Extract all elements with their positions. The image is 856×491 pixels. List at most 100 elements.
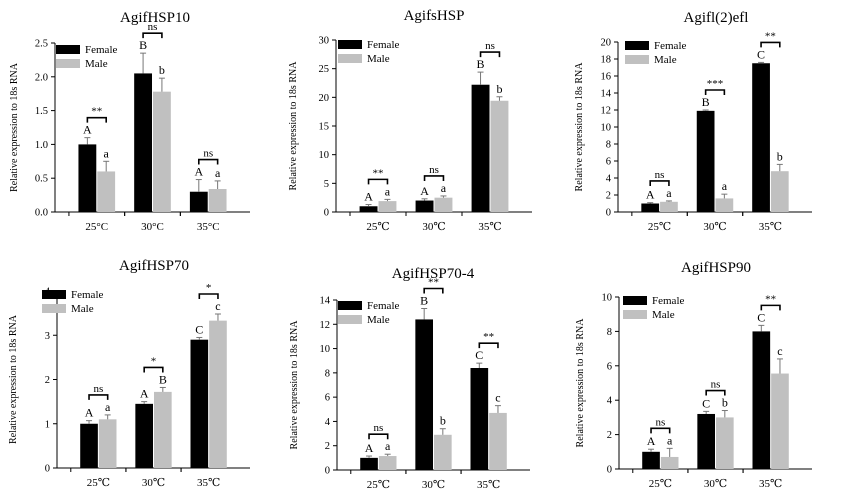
bar-male	[489, 412, 507, 470]
y-axis-label: Relative expression to 18s RNA	[575, 318, 586, 448]
y-tick-label: 0	[325, 466, 330, 477]
legend-label: Male	[367, 53, 390, 65]
y-tick-label: 4	[325, 417, 331, 428]
significance-letter: c	[215, 299, 220, 313]
x-tick-label: 35°C	[197, 221, 220, 233]
significance-marker: ns	[373, 422, 383, 434]
bar-male	[208, 189, 227, 212]
significance-bracket	[760, 304, 781, 311]
legend-label: Male	[652, 309, 675, 321]
bar-male	[434, 434, 452, 470]
bar-male	[98, 419, 117, 468]
legend-label: Female	[367, 300, 399, 312]
bar-female	[697, 413, 715, 469]
chart-panel-6: AgifHSP90 Relative expression to 18s RNA 0…	[575, 260, 812, 490]
significance-bracket	[142, 32, 163, 39]
significance-letter: A	[364, 190, 373, 204]
legend-swatch-female	[625, 41, 649, 50]
x-tick-label: 30°C	[141, 221, 164, 233]
bar-female	[415, 319, 433, 470]
bar-male	[771, 373, 789, 469]
significance-letter: a	[105, 400, 111, 414]
legend-swatch-male	[338, 315, 362, 324]
bar-female	[360, 457, 378, 470]
significance-bracket	[143, 366, 164, 373]
chart-panel-5: AgifHSP70-4 Relative expression to 18s RN…	[289, 266, 530, 491]
legend-swatch-male	[42, 304, 66, 313]
significance-bracket	[198, 158, 219, 165]
legend-swatch-female	[338, 40, 362, 49]
x-tick-label: 35℃	[477, 479, 500, 491]
y-tick-label: 14	[320, 296, 331, 307]
significance-bracket	[423, 175, 445, 181]
significance-bracket	[478, 342, 499, 349]
significance-letter: a	[722, 179, 728, 193]
legend-label: Male	[367, 314, 390, 326]
y-tick-label: 2	[606, 191, 611, 202]
x-tick-label: 30℃	[703, 221, 726, 233]
y-tick-label: 8	[606, 140, 611, 151]
bar-male	[209, 320, 227, 468]
chart-panel-3: Agifl(2)efl Relative expression to 18s RN…	[574, 10, 812, 233]
y-axis-label: Relative expression to 18s RNA	[9, 62, 20, 192]
legend-label: Female	[85, 44, 117, 56]
bar-female	[752, 63, 770, 212]
x-tick-label: 25℃	[367, 479, 390, 491]
significance-bracket	[86, 116, 107, 123]
significance-marker: **	[373, 167, 384, 179]
significance-letter: a	[385, 439, 391, 453]
bar-female	[752, 331, 771, 469]
bar-male	[97, 171, 116, 212]
bar-male	[490, 100, 509, 212]
bar-male	[660, 201, 678, 212]
y-tick-label: 20	[601, 38, 612, 49]
legend-swatch-male	[338, 54, 362, 63]
significance-letter: A	[646, 188, 655, 202]
chart-title: AgifsHSP	[404, 8, 465, 24]
significance-letter: c	[777, 344, 782, 358]
chart-panel-1: AgifHSP10 Relative expression to 18s RNA 0…	[9, 10, 250, 233]
y-tick-label: 2.5	[35, 39, 48, 50]
bar-female	[642, 451, 660, 469]
bar-female	[470, 368, 489, 470]
significance-letter: C	[702, 396, 710, 410]
y-tick-label: 1	[45, 419, 50, 430]
y-axis-label: Relative expression to 18s RNA	[289, 320, 300, 450]
bar-female	[415, 200, 434, 212]
significance-bracket	[705, 389, 726, 396]
y-tick-label: 6	[325, 393, 330, 404]
y-tick-label: 10	[320, 344, 331, 355]
significance-letter: b	[440, 414, 446, 428]
legend-swatch-male	[623, 310, 647, 319]
significance-letter: a	[667, 433, 673, 447]
significance-bracket	[368, 433, 389, 440]
bar-male	[770, 171, 789, 212]
significance-marker: **	[765, 293, 776, 305]
y-tick-label: 0	[606, 208, 611, 219]
significance-marker: ns	[655, 169, 665, 181]
significance-letter: C	[475, 348, 483, 362]
significance-marker: **	[428, 277, 439, 289]
bar-female	[359, 206, 378, 212]
bar-male	[716, 417, 734, 469]
x-tick-label: 35℃	[759, 221, 782, 233]
significance-marker: ns	[655, 416, 665, 428]
legend-swatch-female	[338, 301, 362, 310]
x-tick-label: 30℃	[422, 479, 445, 491]
legend-swatch-female	[623, 296, 647, 305]
y-tick-label: 0.0	[35, 208, 48, 219]
y-tick-label: 5	[324, 179, 329, 190]
y-tick-label: 12	[320, 320, 331, 331]
y-tick-label: 3	[45, 331, 50, 342]
y-tick-label: 18	[601, 55, 612, 66]
y-tick-label: 6	[607, 361, 612, 372]
significance-letter: B	[702, 95, 710, 109]
x-tick-label: 25℃	[649, 478, 672, 490]
significance-letter: a	[385, 184, 391, 198]
y-tick-label: 20	[319, 93, 330, 104]
chart-title: AgifHSP70-4	[392, 266, 475, 282]
significance-letter: b	[722, 396, 728, 410]
significance-marker: ***	[707, 78, 724, 90]
bar-male	[154, 391, 172, 468]
